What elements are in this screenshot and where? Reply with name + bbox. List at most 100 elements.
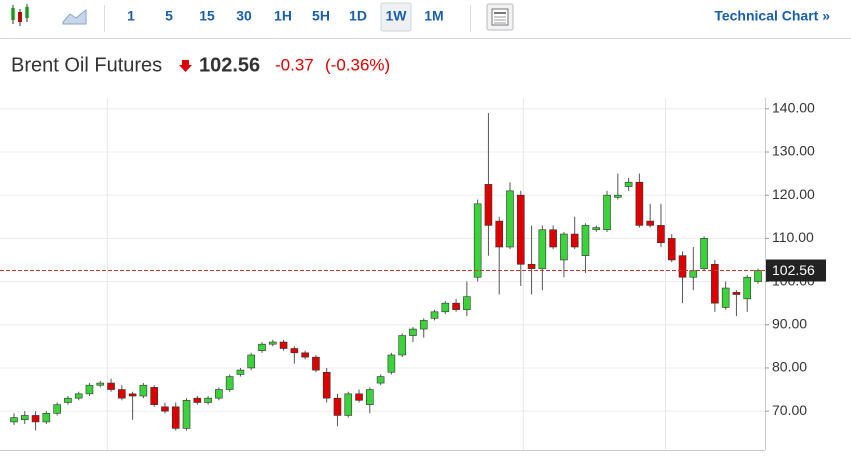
candle-body [570,233,579,248]
candle-body [387,354,396,373]
interval-button[interactable]: 30 [236,8,252,24]
interval-button[interactable]: 15 [199,8,215,24]
candle-body [614,194,622,198]
candle-body [268,341,277,345]
candle-body [689,270,698,278]
candle-body [333,397,342,416]
candle-body [53,404,61,414]
candle-body [128,393,137,397]
candle-body [452,302,460,310]
candle-body [430,311,439,319]
candle-body [624,181,633,187]
candle-body [31,415,40,423]
candle-body [258,343,266,351]
candle-body [635,181,644,226]
active-interval [380,2,412,32]
candle-body [161,406,169,412]
candle-body [398,335,406,356]
candle-body [743,276,752,300]
candle-body [538,229,547,269]
candle-body [484,184,493,226]
interval-button[interactable]: 1W [386,8,408,24]
candle-body [657,225,665,243]
y-tick-label: 110.00 [772,229,814,245]
current-price-label: 102.56 [772,262,815,278]
candle-body [193,397,202,403]
interval-button[interactable]: 1D [349,8,367,24]
current-price-box [766,259,826,282]
candle-body [667,238,676,261]
candle-icon[interactable] [11,4,29,26]
candle-body [366,389,374,405]
candle-body [107,382,115,390]
candle-body [42,412,51,423]
candle-body [506,190,514,248]
price-change-pct: (-0.36%) [325,55,390,74]
area-icon[interactable] [62,8,87,25]
candle-body [215,389,223,399]
candle-body [409,328,417,336]
candle-body [290,348,299,354]
candle-body [527,263,536,269]
candle-body [85,384,94,395]
interval-button[interactable]: 5 [165,8,173,24]
candle-body [516,194,525,265]
candle-body [581,225,590,256]
down-arrow [179,60,192,72]
interval-button[interactable]: 1M [424,8,443,24]
candle-body [171,406,180,429]
candle-body [419,320,428,330]
candle-body [236,369,245,375]
candle-body [721,287,730,308]
candle-body [247,354,256,369]
candle-body [355,393,363,401]
candle-body [10,417,18,423]
y-tick-label: 140.00 [772,100,815,116]
candle-body [549,229,557,248]
instrument-title: Brent Oil Futures [11,54,162,76]
candle-body [312,356,320,371]
candle-body [754,270,762,282]
candle-body [441,302,450,313]
candle-body [376,376,385,384]
candle-body [344,393,353,416]
y-tick-label: 130.00 [772,143,815,159]
candle-body [463,296,471,310]
candle-body [711,263,719,304]
technical-chart-link[interactable]: Technical Chart » [714,8,830,24]
candle-body [64,397,72,403]
candle-body [678,255,687,278]
candle-body [322,371,331,399]
vertical-grid [107,98,666,450]
candle-body [495,220,504,248]
candle-body [700,238,708,269]
candle-body [182,400,191,429]
candle-body [646,220,654,226]
candle-body [225,376,234,390]
interval-button[interactable]: 5H [312,8,330,24]
last-price: 102.56 [199,54,260,76]
candle-body [560,233,568,261]
candle-body [96,382,105,386]
candle-body [74,393,83,399]
price-change: -0.37 [275,55,314,74]
interval-button[interactable]: 1H [274,8,292,24]
candle-body [301,352,309,358]
y-tick-label: 80.00 [772,359,807,375]
candle-body [150,387,158,405]
y-tick-label: 90.00 [772,315,807,331]
candle-body [118,389,126,399]
y-tick-label: 120.00 [772,186,815,202]
candle-body [20,415,29,421]
candle-body [204,397,212,403]
candle-body [592,227,601,231]
candle-body [732,292,741,295]
table-icon[interactable] [486,3,514,31]
candle-body [603,194,611,231]
candle-body [279,341,288,349]
interval-button[interactable]: 1 [127,8,135,24]
candle-body [473,203,482,278]
y-tick-label: 70.00 [772,402,807,418]
